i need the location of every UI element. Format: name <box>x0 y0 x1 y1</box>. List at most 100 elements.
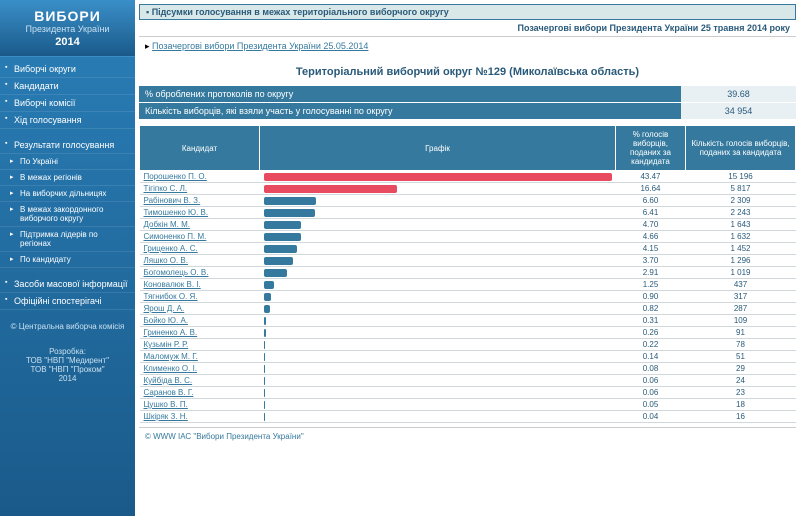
candidate-name[interactable]: Добкін М. М. <box>140 219 260 231</box>
candidate-pct: 0.22 <box>616 339 686 351</box>
nav-results-sub-0[interactable]: По Україні <box>0 154 135 170</box>
candidate-votes: 437 <box>686 279 796 291</box>
candidate-bar-cell <box>260 411 616 423</box>
candidate-name[interactable]: Цушко В. П. <box>140 399 260 411</box>
candidate-bar-cell <box>260 267 616 279</box>
candidate-name[interactable]: Тимошенко Ю. В. <box>140 207 260 219</box>
nav-main: Виборчі округиКандидатиВиборчі комісіїХі… <box>0 57 135 133</box>
candidate-pct: 16.64 <box>616 183 686 195</box>
candidate-name[interactable]: Богомолець О. В. <box>140 267 260 279</box>
summary-row-1: Кількість виборців, які взяли участь у г… <box>139 103 796 119</box>
candidate-pct: 0.90 <box>616 291 686 303</box>
logo-year: 2014 <box>6 36 129 48</box>
candidate-name[interactable]: Тягнибок О. Я. <box>140 291 260 303</box>
result-row: Ярош Д. А.0.82287 <box>140 303 796 315</box>
candidate-pct: 0.05 <box>616 399 686 411</box>
candidate-votes: 2 243 <box>686 207 796 219</box>
candidate-bar-cell <box>260 315 616 327</box>
candidate-name[interactable]: Куйбіда В. С. <box>140 375 260 387</box>
developer-info: Розробка: ТОВ "НВП "Медирент" ТОВ "НВП "… <box>0 339 135 391</box>
election-header: Позачергові вибори Президента України 25… <box>139 20 796 37</box>
candidate-bar <box>264 317 266 325</box>
nav-other-0[interactable]: Засоби масової інформації <box>0 276 135 293</box>
candidate-name[interactable]: Порошенко П. О. <box>140 171 260 183</box>
candidate-bar-cell <box>260 363 616 375</box>
result-row: Ляшко О. В.3.701 296 <box>140 255 796 267</box>
candidate-name[interactable]: Саранов В. Г. <box>140 387 260 399</box>
candidate-bar-cell <box>260 195 616 207</box>
candidate-votes: 29 <box>686 363 796 375</box>
summary-label-0: % оброблених протоколів по округу <box>139 86 681 102</box>
candidate-name[interactable]: Клименко О. І. <box>140 363 260 375</box>
candidate-votes: 1 452 <box>686 243 796 255</box>
candidate-name[interactable]: Симоненко П. М. <box>140 231 260 243</box>
nav-item-1[interactable]: Кандидати <box>0 78 135 95</box>
candidate-bar <box>264 305 271 313</box>
candidate-bar <box>264 353 265 361</box>
candidate-bar-cell <box>260 171 616 183</box>
col-chart: Графік <box>260 126 616 171</box>
nav-results-sub-4[interactable]: Підтримка лідерів по регіонах <box>0 227 135 252</box>
candidate-name[interactable]: Коновалюк В. І. <box>140 279 260 291</box>
candidate-bar <box>264 329 266 337</box>
candidate-name[interactable]: Тігіпко С. Л. <box>140 183 260 195</box>
candidate-bar-cell <box>260 375 616 387</box>
candidate-name[interactable]: Гриненко А. В. <box>140 327 260 339</box>
candidate-votes: 5 817 <box>686 183 796 195</box>
candidate-name[interactable]: Рабінович В. З. <box>140 195 260 207</box>
candidate-bar-cell <box>260 387 616 399</box>
result-row: Тимошенко Ю. В. 6.412 243 <box>140 207 796 219</box>
result-row: Куйбіда В. С.0.0624 <box>140 375 796 387</box>
nav-results: Результати голосування По УкраїніВ межах… <box>0 133 135 272</box>
candidate-name[interactable]: Маломуж М. Г. <box>140 351 260 363</box>
breadcrumb-link[interactable]: Позачергові вибори Президента України 25… <box>152 41 368 51</box>
candidate-name[interactable]: Гриценко А. С. <box>140 243 260 255</box>
candidate-bar-cell <box>260 207 616 219</box>
candidate-bar <box>264 197 317 205</box>
copyright-cec: © Центральна виборча комісія <box>0 314 135 339</box>
result-row: Богомолець О. В.2.911 019 <box>140 267 796 279</box>
result-row: Добкін М. М.4.701 643 <box>140 219 796 231</box>
candidate-votes: 2 309 <box>686 195 796 207</box>
nav-results-sub-1[interactable]: В межах регіонів <box>0 170 135 186</box>
candidate-name[interactable]: Кузьмін Р. Р. <box>140 339 260 351</box>
candidate-votes: 1 632 <box>686 231 796 243</box>
candidate-pct: 4.70 <box>616 219 686 231</box>
results-table: Кандидат Графік % голосів виборців, пода… <box>139 125 796 423</box>
candidate-bar-cell <box>260 327 616 339</box>
candidate-name[interactable]: Шкіряк З. Н. <box>140 411 260 423</box>
result-row: Коновалюк В. І.1.25437 <box>140 279 796 291</box>
candidate-bar <box>264 209 315 217</box>
candidate-name[interactable]: Бойко Ю. А. <box>140 315 260 327</box>
candidate-pct: 0.06 <box>616 375 686 387</box>
nav-results-sub-3[interactable]: В межах закордонного виборчого округу <box>0 202 135 227</box>
candidate-bar-cell <box>260 219 616 231</box>
nav-results-heading[interactable]: Результати голосування <box>0 137 135 154</box>
candidate-bar-cell <box>260 351 616 363</box>
candidate-pct: 3.70 <box>616 255 686 267</box>
footer-copyright: © WWW ІАС "Вибори Президента України" <box>139 427 796 445</box>
summary-label-1: Кількість виборців, які взяли участь у г… <box>139 103 681 119</box>
nav-item-3[interactable]: Хід голосування <box>0 112 135 129</box>
nav-item-0[interactable]: Виборчі округи <box>0 61 135 78</box>
candidate-name[interactable]: Ляшко О. В. <box>140 255 260 267</box>
summary-value-1: 34 954 <box>681 103 796 119</box>
nav-results-sub-5[interactable]: По кандидату <box>0 252 135 268</box>
nav-other-1[interactable]: Офіційні спостерігачі <box>0 293 135 310</box>
candidate-bar-cell <box>260 231 616 243</box>
candidate-pct: 0.31 <box>616 315 686 327</box>
candidate-bar <box>264 233 301 241</box>
candidate-pct: 6.41 <box>616 207 686 219</box>
result-row: Порошенко П. О.43.4715 196 <box>140 171 796 183</box>
col-votes: Кількість голосів виборців, поданих за к… <box>686 126 796 171</box>
result-row: Гриценко А. С.4.151 452 <box>140 243 796 255</box>
summary-row-0: % оброблених протоколів по округу39.68 <box>139 86 796 102</box>
candidate-bar-cell <box>260 303 616 315</box>
candidate-name[interactable]: Ярош Д. А. <box>140 303 260 315</box>
nav-results-sub-2[interactable]: На виборчих дільницях <box>0 186 135 202</box>
candidate-pct: 2.91 <box>616 267 686 279</box>
nav-item-2[interactable]: Виборчі комісії <box>0 95 135 112</box>
result-row: Тягнибок О. Я.0.90317 <box>140 291 796 303</box>
candidate-pct: 0.14 <box>616 351 686 363</box>
candidate-votes: 23 <box>686 387 796 399</box>
